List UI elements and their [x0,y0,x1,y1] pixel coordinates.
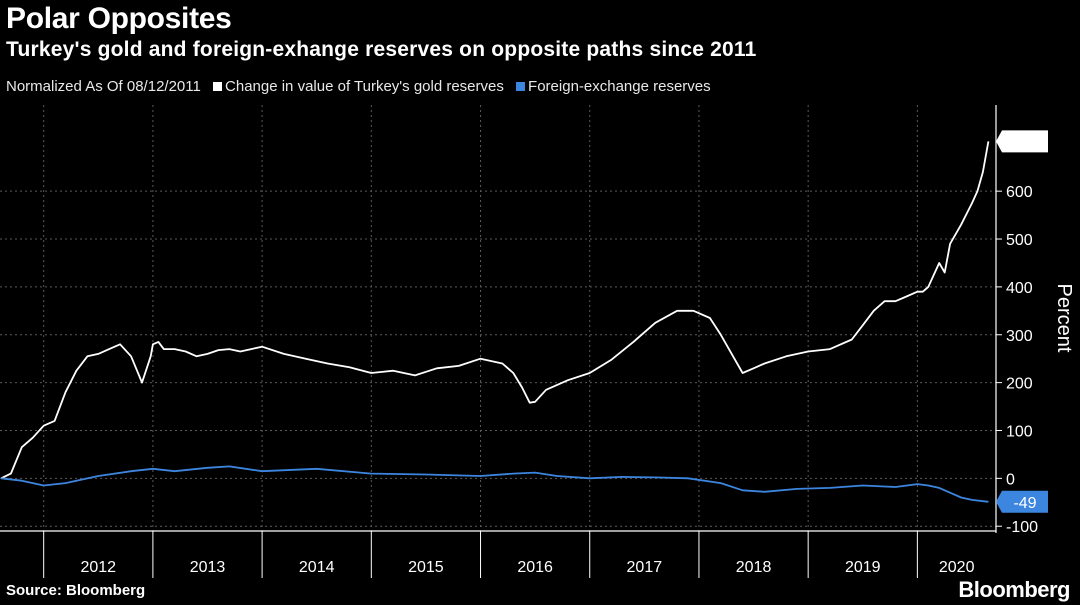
x-tick-label: 2017 [627,559,663,576]
x-tick-label: 2018 [736,559,772,576]
legend-label-fx: Foreign-exchange reserves [528,78,711,95]
callout-label-fx: -49 [1013,495,1036,512]
y-tick-label: 300 [1006,328,1033,345]
x-tick-label: 2016 [517,559,553,576]
x-tick-label: 2015 [408,559,444,576]
y-tick-label: 0 [1006,471,1015,488]
legend: Normalized As Of 08/12/2011 Change in va… [6,78,719,95]
series-lines [0,141,990,503]
legend-note: Normalized As Of 08/12/2011 [6,78,201,95]
y-axis: -100 0 100 200 300 400 500 600 Percent [995,105,1075,536]
value-callouts: 704 -49 [996,130,1048,513]
callout-box-gold [996,130,1048,153]
x-tick-label: 2013 [190,559,226,576]
y-tick-label: 500 [1006,232,1033,249]
grid [0,105,996,531]
y-tick-label: 200 [1006,376,1033,393]
y-tick-label: 400 [1006,280,1033,297]
x-tick-label: 2012 [80,559,116,576]
y-tick-label: 100 [1006,423,1033,440]
series-line-gold [0,141,990,480]
callout-label-gold: 704 [1012,134,1039,151]
x-axis: 2012 2013 2014 2015 2016 2017 2018 2019 2020 [0,530,996,578]
y-tick-label: -100 [1006,519,1038,536]
y-tick-label: 600 [1006,184,1033,201]
legend-item-gold: Change in value of Turkey's gold reserve… [213,78,504,95]
legend-swatch-fx [516,82,526,91]
legend-item-fx: Foreign-exchange reserves [516,78,711,95]
chart-title: Polar Opposites [6,2,232,35]
y-axis-title: Percent [1053,284,1075,353]
legend-label-gold: Change in value of Turkey's gold reserve… [225,78,504,95]
source-note: Source: Bloomberg [6,582,146,599]
bloomberg-logo: Bloomberg [958,577,1070,602]
callout-box-fx [996,490,1048,513]
x-tick-label: 2014 [299,559,335,576]
chart-subtitle: Turkey's gold and foreign-exhange reserv… [6,38,757,61]
legend-swatch-gold [213,82,223,91]
x-tick-label: 2020 [939,559,975,576]
x-tick-label: 2019 [845,559,881,576]
series-line-fx [0,465,989,503]
